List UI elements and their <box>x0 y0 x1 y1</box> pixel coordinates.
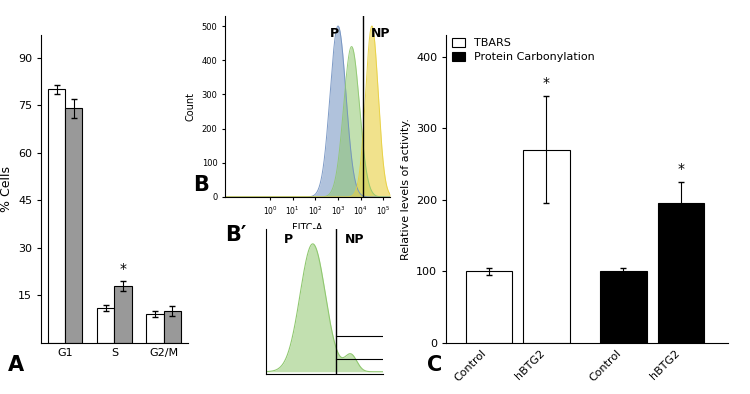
Bar <box>115 286 131 343</box>
Bar <box>65 108 82 343</box>
Text: NP: NP <box>345 233 364 246</box>
Bar <box>98 308 115 343</box>
Text: *: * <box>678 162 685 176</box>
Legend: TBARS, Protein Carbonylation: TBARS, Protein Carbonylation <box>452 38 595 62</box>
Bar <box>466 271 512 343</box>
Y-axis label: % Cells: % Cells <box>0 166 13 212</box>
Y-axis label: Count: Count <box>186 92 196 121</box>
Text: NP: NP <box>371 27 391 40</box>
Bar <box>164 311 181 343</box>
Text: *: * <box>543 76 550 91</box>
Text: B: B <box>194 175 209 195</box>
Y-axis label: Relative levels of activity.: Relative levels of activity. <box>400 118 410 260</box>
Text: A: A <box>8 355 24 375</box>
Bar <box>600 271 646 343</box>
Bar <box>146 314 164 343</box>
Bar <box>48 89 65 343</box>
X-axis label: FITC-A: FITC-A <box>292 223 322 232</box>
Text: *: * <box>119 262 127 276</box>
Text: P: P <box>284 233 292 246</box>
Bar <box>524 150 569 343</box>
Text: P: P <box>330 27 339 40</box>
Text: C: C <box>427 355 442 375</box>
Bar <box>658 203 704 343</box>
Text: B′: B′ <box>225 225 246 245</box>
